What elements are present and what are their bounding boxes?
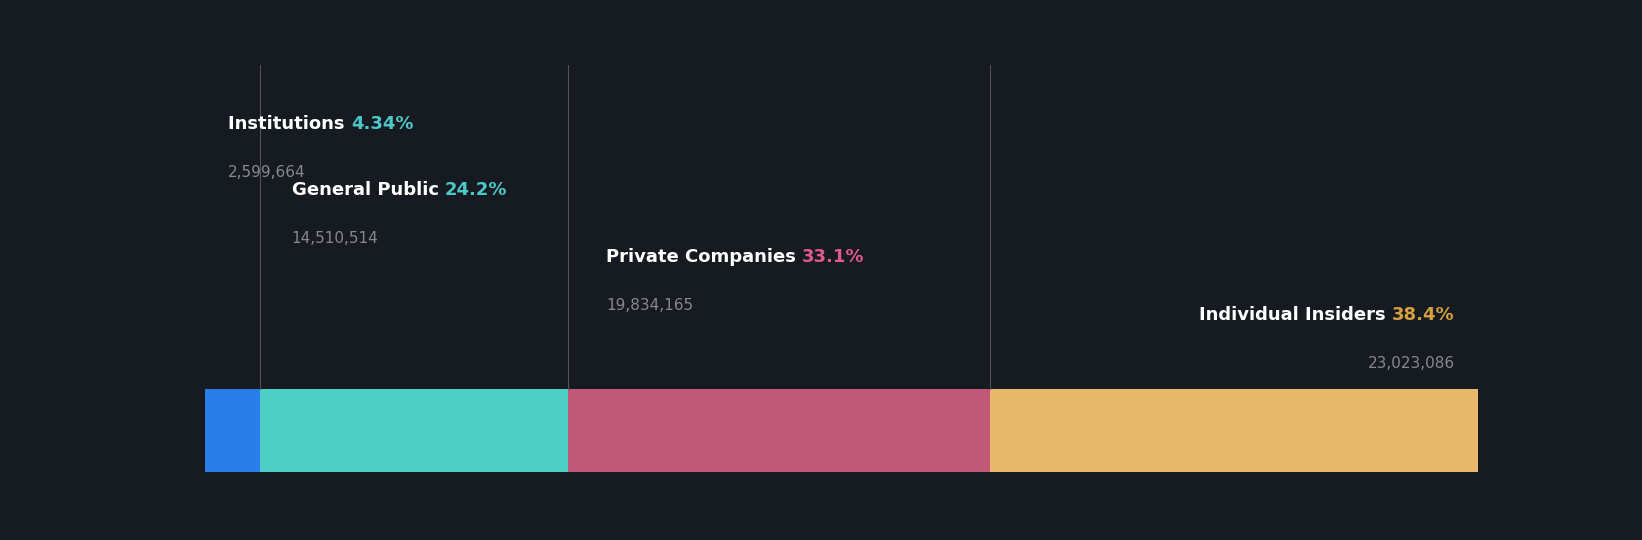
Text: Individual Insiders: Individual Insiders	[1199, 306, 1392, 324]
Text: 19,834,165: 19,834,165	[606, 298, 693, 313]
Text: 23,023,086: 23,023,086	[1368, 356, 1455, 371]
Bar	[990, 389, 1478, 472]
Bar	[261, 389, 568, 472]
Text: 24.2%: 24.2%	[445, 181, 507, 199]
Text: 38.4%: 38.4%	[1392, 306, 1455, 324]
Text: Institutions: Institutions	[228, 114, 351, 133]
Text: 2,599,664: 2,599,664	[228, 165, 305, 180]
Bar	[205, 389, 261, 472]
Text: 33.1%: 33.1%	[803, 248, 865, 266]
Text: 4.34%: 4.34%	[351, 114, 414, 133]
Text: Private Companies: Private Companies	[606, 248, 803, 266]
Text: 14,510,514: 14,510,514	[292, 231, 379, 246]
Bar	[568, 389, 990, 472]
Text: General Public: General Public	[292, 181, 445, 199]
